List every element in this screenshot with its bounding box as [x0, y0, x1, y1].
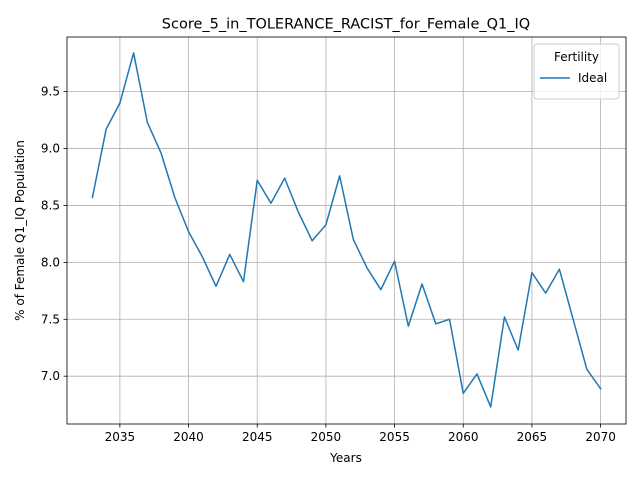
chart-title: Score_5_in_TOLERANCE_RACIST_for_Female_Q…: [162, 17, 530, 33]
y-tick-label: 8.5: [41, 198, 60, 212]
x-axis-label: Years: [329, 451, 362, 465]
series-line-ideal: [91, 52, 602, 408]
x-tick-label: 2065: [517, 430, 548, 444]
y-axis-label: % of Female Q1_IQ Population: [13, 140, 27, 321]
plot-area-frame: [66, 36, 627, 425]
x-tick-label: 2050: [311, 430, 342, 444]
legend-title: Fertility: [554, 50, 599, 64]
x-axis: 2035 2040 2045 2050 2055 2060 2065 2070: [105, 424, 616, 444]
x-tick-label: 2055: [379, 430, 410, 444]
x-tick-label: 2040: [173, 430, 204, 444]
y-tick-label: 8.0: [41, 255, 60, 269]
y-axis: 7.0 7.5 8.0 8.5 9.0 9.5: [41, 85, 67, 383]
y-tick-label: 7.5: [41, 312, 60, 326]
series-layer: [91, 52, 602, 408]
grid: [67, 37, 626, 424]
x-tick-label: 2035: [105, 430, 136, 444]
x-tick-label: 2045: [242, 430, 273, 444]
y-tick-label: 7.0: [41, 369, 60, 383]
y-tick-label: 9.0: [41, 142, 60, 156]
legend-entry-ideal: Ideal: [578, 71, 607, 85]
legend-box: [533, 43, 620, 100]
x-tick-label: 2060: [448, 430, 479, 444]
x-tick-label: 2070: [585, 430, 616, 444]
legend: Fertility Ideal: [533, 43, 620, 100]
y-tick-label: 9.5: [41, 85, 60, 99]
